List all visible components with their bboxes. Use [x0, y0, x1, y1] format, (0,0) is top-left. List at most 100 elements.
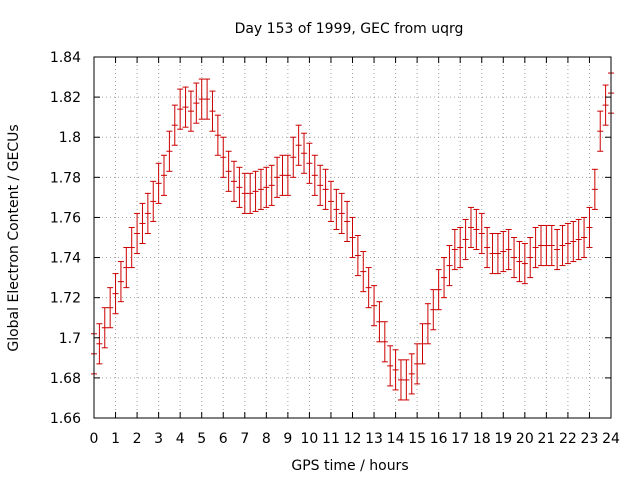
- error-bar-point: [107, 287, 114, 329]
- y-tick-label: 1.84: [50, 50, 81, 66]
- error-bar-point: [419, 323, 426, 365]
- error-bar-point: [123, 247, 130, 289]
- error-bar-point: [500, 230, 507, 273]
- x-tick-label: 4: [176, 431, 185, 447]
- x-tick-label: 7: [240, 431, 249, 447]
- error-bar-point: [144, 192, 151, 234]
- error-bar-point: [236, 166, 243, 208]
- error-bar-point: [543, 224, 550, 267]
- error-bar-point: [462, 218, 469, 261]
- error-bar-point: [134, 212, 141, 255]
- error-bar-point: [511, 237, 518, 279]
- error-bar-point: [376, 301, 383, 343]
- x-tick-label: 9: [283, 431, 292, 447]
- error-bar-point: [484, 226, 491, 269]
- error-bar-point: [204, 78, 211, 120]
- y-tick-label: 1.82: [50, 90, 81, 106]
- error-bar-point: [360, 251, 367, 293]
- x-tick-label: 16: [430, 431, 448, 447]
- error-bar-point: [327, 180, 334, 222]
- x-tick-label: 1: [111, 431, 120, 447]
- error-bar-point: [414, 343, 421, 385]
- error-bar-point: [424, 303, 431, 345]
- error-bar-point: [295, 124, 302, 166]
- x-tick-label: 0: [90, 431, 99, 447]
- error-bar-point: [397, 359, 404, 401]
- error-bar-point: [403, 359, 410, 401]
- y-axis-label: Global Electron Content / GECUs: [6, 124, 22, 351]
- error-bar-point: [117, 261, 124, 303]
- x-tick-label: 19: [494, 431, 512, 447]
- y-tick-label: 1.8: [59, 130, 81, 146]
- error-bar-point: [532, 226, 539, 269]
- error-bar-point: [112, 273, 119, 315]
- x-tick-label: 6: [219, 431, 228, 447]
- error-bar-point: [441, 257, 448, 299]
- error-bar-point: [473, 208, 480, 251]
- error-bar-point: [171, 104, 178, 146]
- x-tick-label: 15: [408, 431, 426, 447]
- x-axis-label: GPS time / hours: [291, 458, 408, 474]
- error-bar-point: [187, 90, 194, 132]
- error-bar-point: [489, 232, 496, 275]
- error-bar-point: [435, 269, 442, 311]
- error-bar-point: [591, 168, 598, 210]
- error-bar-point: [570, 220, 577, 263]
- error-bar-point: [602, 84, 609, 126]
- x-tick-label: 24: [602, 431, 620, 447]
- error-bar-point: [101, 307, 108, 349]
- error-bar-point: [317, 164, 324, 206]
- error-bar-point: [349, 216, 356, 259]
- error-bar-point: [446, 245, 453, 287]
- error-bar-point: [478, 212, 485, 255]
- x-tick-label: 21: [537, 431, 555, 447]
- error-bar-point: [182, 86, 189, 128]
- error-bar-point: [268, 164, 275, 206]
- error-bar-point: [220, 136, 227, 178]
- error-bar-point: [516, 241, 523, 283]
- error-bar-point: [451, 228, 458, 271]
- error-bar-point: [214, 114, 221, 156]
- error-bar-point: [161, 154, 168, 196]
- error-bar-point: [559, 224, 566, 267]
- x-tick-label: 12: [344, 431, 362, 447]
- error-bar-point: [457, 226, 464, 269]
- error-bar-point: [198, 78, 205, 120]
- error-bar-point: [548, 224, 555, 267]
- axis-ticks: 0 1 2 3 4 5 6 7 8 9 10 11 12 13 14 15 16 17 18 19 20 21 22 23 24…: [50, 50, 620, 447]
- error-bar-point: [408, 353, 415, 395]
- error-bar-point: [306, 142, 313, 184]
- error-bar-point: [527, 237, 534, 279]
- error-bar-point: [564, 222, 571, 265]
- error-bar-point: [344, 200, 351, 243]
- x-tick-label: 17: [451, 431, 469, 447]
- error-bar-point: [231, 160, 238, 202]
- error-bar-point: [279, 154, 286, 196]
- error-bar-point: [225, 150, 232, 192]
- error-bar-point: [247, 172, 254, 214]
- x-tick-label: 14: [387, 431, 405, 447]
- y-tick-label: 1.7: [59, 331, 81, 347]
- error-bar-point: [467, 206, 474, 249]
- error-bar-point: [166, 130, 173, 172]
- error-bar-point: [338, 192, 345, 234]
- error-bar-point: [177, 88, 184, 130]
- error-bar-point: [430, 289, 437, 331]
- error-bar-point: [371, 285, 378, 327]
- error-bar-point: [354, 234, 361, 277]
- error-bar-point: [96, 323, 103, 365]
- error-bar-point: [322, 168, 329, 210]
- error-bar-point: [554, 228, 561, 271]
- y-tick-label: 1.72: [50, 291, 81, 307]
- error-bar-point: [241, 172, 248, 214]
- error-bar-point: [274, 156, 281, 198]
- error-bar-point: [257, 168, 264, 210]
- error-bar-point: [575, 218, 582, 261]
- x-tick-label: 22: [559, 431, 577, 447]
- error-bars: [91, 72, 614, 401]
- x-tick-label: 10: [301, 431, 319, 447]
- error-bar-point: [128, 226, 135, 269]
- x-tick-label: 23: [581, 431, 599, 447]
